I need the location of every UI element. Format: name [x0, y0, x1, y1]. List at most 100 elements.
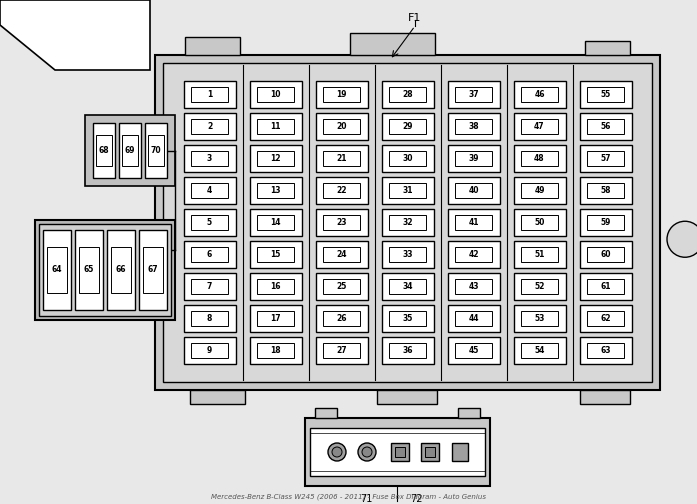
Polygon shape — [0, 0, 150, 70]
Bar — [377, 390, 437, 404]
Text: 34: 34 — [402, 282, 413, 291]
Bar — [96, 135, 112, 166]
Bar — [579, 273, 631, 300]
Bar — [390, 310, 426, 326]
Bar — [316, 305, 367, 332]
Bar — [588, 151, 624, 166]
Bar — [250, 209, 302, 236]
Bar — [455, 343, 491, 358]
Bar — [521, 87, 558, 102]
Text: 49: 49 — [534, 186, 545, 195]
Text: 3: 3 — [207, 154, 212, 163]
Text: 54: 54 — [535, 346, 544, 355]
Bar — [316, 209, 367, 236]
Bar — [257, 182, 293, 199]
Text: 66: 66 — [116, 266, 126, 275]
Bar — [521, 118, 558, 135]
Bar — [35, 220, 175, 320]
Text: 64: 64 — [52, 266, 62, 275]
Bar — [316, 113, 367, 140]
Bar — [514, 337, 565, 364]
Text: 25: 25 — [337, 282, 346, 291]
Bar — [323, 87, 360, 102]
Text: 55: 55 — [600, 90, 611, 99]
Bar — [257, 87, 293, 102]
Bar — [390, 279, 426, 294]
Text: 5: 5 — [207, 218, 212, 227]
Bar — [257, 343, 293, 358]
Bar — [455, 215, 491, 230]
Bar — [579, 113, 631, 140]
Text: 17: 17 — [270, 314, 281, 323]
Bar — [316, 81, 367, 108]
Bar — [323, 343, 360, 358]
Bar — [185, 37, 240, 55]
Bar — [514, 241, 565, 268]
Bar — [588, 246, 624, 262]
Text: 61: 61 — [600, 282, 611, 291]
Text: 47: 47 — [534, 122, 545, 131]
Text: 53: 53 — [535, 314, 544, 323]
Bar — [250, 145, 302, 172]
Text: 23: 23 — [336, 218, 346, 227]
Text: 31: 31 — [402, 186, 413, 195]
Text: 21: 21 — [336, 154, 346, 163]
Bar — [390, 343, 426, 358]
Text: 41: 41 — [468, 218, 479, 227]
Text: 36: 36 — [402, 346, 413, 355]
Bar — [588, 182, 624, 199]
Text: 12: 12 — [270, 154, 281, 163]
Bar — [455, 182, 491, 199]
Text: 52: 52 — [535, 282, 544, 291]
Bar — [514, 273, 565, 300]
Bar — [521, 246, 558, 262]
Bar — [588, 343, 624, 358]
Bar — [107, 230, 135, 310]
Text: 60: 60 — [600, 250, 611, 259]
Bar — [316, 145, 367, 172]
Text: 16: 16 — [270, 282, 281, 291]
Bar — [447, 305, 500, 332]
Text: 20: 20 — [336, 122, 346, 131]
Bar — [521, 310, 558, 326]
Bar — [452, 443, 468, 461]
Bar — [257, 215, 293, 230]
Bar — [425, 447, 435, 457]
Bar — [257, 118, 293, 135]
Text: 63: 63 — [600, 346, 611, 355]
Bar — [390, 215, 426, 230]
Bar — [458, 408, 480, 418]
Bar — [585, 41, 630, 55]
Bar — [390, 87, 426, 102]
Bar — [521, 215, 558, 230]
Text: 58: 58 — [600, 186, 611, 195]
Bar — [47, 247, 67, 293]
Bar — [183, 337, 236, 364]
Text: 70: 70 — [151, 146, 161, 155]
Bar — [191, 118, 228, 135]
Bar — [183, 81, 236, 108]
Bar — [455, 310, 491, 326]
Bar — [191, 310, 228, 326]
Bar — [139, 230, 167, 310]
Text: 30: 30 — [402, 154, 413, 163]
Bar — [521, 279, 558, 294]
Bar — [257, 279, 293, 294]
Bar — [316, 273, 367, 300]
Bar — [588, 310, 624, 326]
Bar — [316, 337, 367, 364]
Text: 45: 45 — [468, 346, 479, 355]
Bar — [323, 246, 360, 262]
Circle shape — [328, 443, 346, 461]
Text: 9: 9 — [207, 346, 212, 355]
Bar — [514, 177, 565, 204]
Bar — [350, 33, 435, 55]
Bar — [390, 118, 426, 135]
Bar — [310, 428, 485, 476]
Text: 29: 29 — [402, 122, 413, 131]
Bar — [455, 246, 491, 262]
Bar — [315, 408, 337, 418]
Bar — [579, 145, 631, 172]
Bar — [316, 241, 367, 268]
Bar — [588, 279, 624, 294]
